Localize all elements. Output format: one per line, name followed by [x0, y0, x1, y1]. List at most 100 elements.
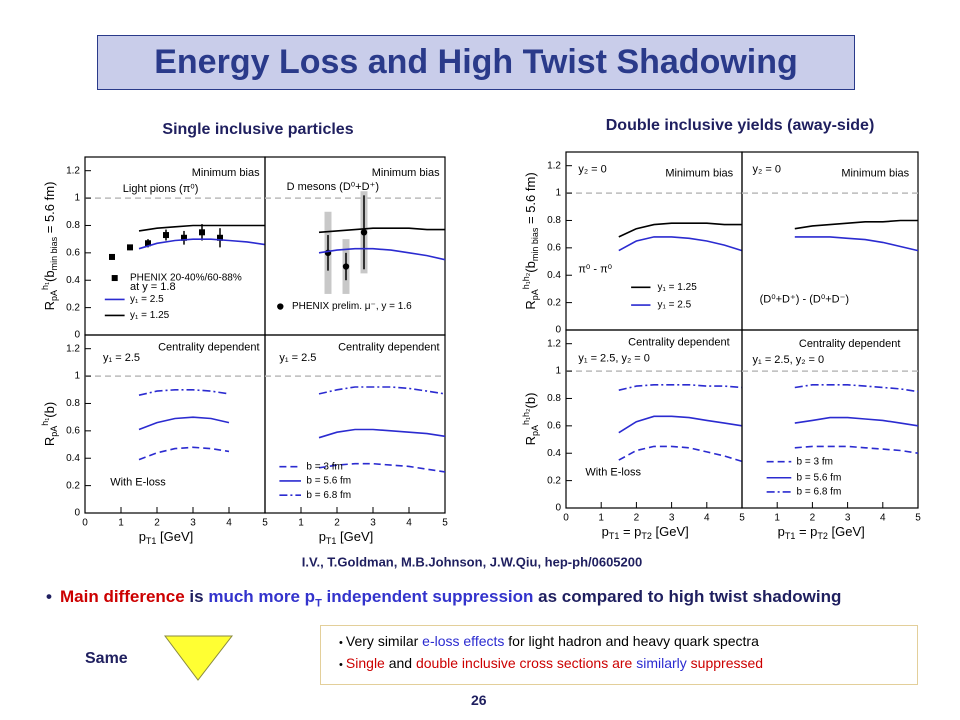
curve [794, 384, 919, 393]
text-run: similarly [636, 655, 687, 671]
curve [318, 428, 446, 439]
annotation: Centrality dependent [158, 341, 260, 353]
panel-frame [741, 329, 919, 509]
data-point [127, 244, 133, 251]
curve [138, 446, 230, 461]
text-run: R [42, 301, 57, 310]
text-run: T1 [609, 531, 620, 541]
text-run: independent suppression [321, 587, 534, 606]
y-tick-label: 0.2 [547, 297, 561, 308]
x-tick-label: 0 [563, 513, 569, 524]
text-run: R [523, 300, 538, 309]
text-run: T1 [146, 536, 157, 546]
text-run: h₁ [40, 282, 50, 290]
x-tick-label: 2 [154, 518, 160, 529]
text-run: T [315, 597, 322, 610]
legend-label: b = 3 fm [306, 461, 342, 472]
annotation: With E-loss [585, 466, 641, 478]
data-point [199, 229, 205, 236]
curve [618, 415, 743, 434]
x-tick-label: 4 [704, 513, 710, 524]
y-tick-label: 1 [74, 193, 80, 204]
text-run: Single [345, 655, 385, 671]
text-run: T1 [326, 536, 337, 546]
text-run: min bias [49, 236, 59, 270]
annotation: (D⁰+D⁺) - (D⁰+D⁻) [760, 294, 849, 306]
text-run: p [602, 524, 609, 539]
legend-label: y₁ = 2.5 [130, 294, 164, 305]
x-axis-label: pT1 [GeV] [139, 529, 194, 546]
legend-label: b = 5.6 fm [797, 472, 842, 483]
data-point [360, 229, 368, 236]
y-tick-label: 0.2 [66, 480, 80, 491]
y-tick-label: 0.4 [66, 275, 80, 286]
text-run: suppressed [686, 655, 764, 671]
text-run: T2 [817, 531, 828, 541]
text-run: [GeV] [828, 524, 865, 539]
legend-label: b = 6.8 fm [797, 487, 842, 498]
x-tick-label: 4 [880, 513, 886, 524]
annotation: Minimum bias [372, 167, 440, 179]
text-run: [GeV] [156, 529, 193, 544]
annotation: D mesons (D⁰+D⁺) [287, 181, 379, 193]
text-run: pA [49, 290, 59, 301]
x-axis-label: pT1 [GeV] [319, 529, 374, 546]
annotation: Minimum bias [192, 167, 260, 179]
text-run: T1 [785, 531, 796, 541]
y-tick-label: 0.6 [547, 242, 561, 253]
summary-box: Very similar e-loss effects for light ha… [320, 625, 918, 685]
main-bullet: Main difference is much more pT independ… [46, 586, 950, 614]
y-tick-label: 0.2 [66, 302, 80, 313]
left-heading: Single inclusive particles [162, 121, 353, 138]
annotation: Centrality dependent [628, 336, 730, 348]
legend-label: y₁ = 1.25 [658, 282, 698, 293]
text-run: as compared to high twist shadowing [533, 587, 842, 606]
legend-label: b = 5.6 fm [306, 476, 351, 487]
y-tick-label: 0.8 [547, 393, 561, 404]
annotation: y₁ = 2.5 [279, 352, 316, 364]
y-axis-label: RpAh₁(bmin bias = 5.6 fm) [40, 182, 59, 311]
legend-label: y₁ = 2.5 [658, 300, 692, 311]
text-run: inclusive cross sections are [458, 655, 637, 671]
text-run: h₁ [40, 418, 50, 426]
text-run: is [184, 587, 209, 606]
data-point [181, 234, 187, 241]
box-bullet: Single and double inclusive cross sectio… [339, 653, 917, 675]
x-tick-label: 3 [669, 513, 675, 524]
x-tick-label: 1 [118, 518, 124, 529]
curve [794, 416, 919, 427]
y-tick-label: 0.2 [547, 475, 561, 486]
x-tick-label: 5 [915, 513, 921, 524]
text-run: [GeV] [652, 524, 689, 539]
x-tick-label: 5 [739, 513, 745, 524]
annotation: Centrality dependent [338, 341, 440, 353]
text-run: p [778, 524, 785, 539]
text-run: (b) [42, 402, 57, 418]
y-tick-label: 1.2 [66, 165, 80, 176]
text-run: double [415, 655, 459, 671]
x-tick-label: 4 [406, 518, 412, 529]
text-run: for light hadron and heavy quark spectra [504, 633, 759, 649]
text-run: (b [42, 270, 57, 282]
curve [618, 222, 742, 238]
x-axis-label: pT1 = pT2 [GeV] [778, 524, 865, 541]
x-tick-label: 3 [190, 518, 196, 529]
data-point [277, 303, 284, 310]
annotation: Minimum bias [841, 167, 909, 179]
right-heading: Double inclusive yields (away-side) [606, 117, 875, 134]
text-run: R [523, 436, 538, 445]
curve [618, 445, 743, 463]
data-point [163, 232, 169, 239]
box-bullet: Very similar e-loss effects for light ha… [339, 631, 917, 653]
y-tick-label: 0 [74, 508, 80, 519]
same-label: Same [85, 650, 128, 667]
y-tick-label: 0.6 [66, 425, 80, 436]
curve [138, 238, 266, 250]
curve [794, 219, 918, 230]
y-tick-label: 0 [74, 330, 80, 341]
data-point [109, 253, 115, 260]
text-run: and [384, 655, 416, 671]
annotation: at y = 1.8 [130, 281, 176, 293]
y-axis-label: RpAh₁(b) [40, 402, 59, 446]
